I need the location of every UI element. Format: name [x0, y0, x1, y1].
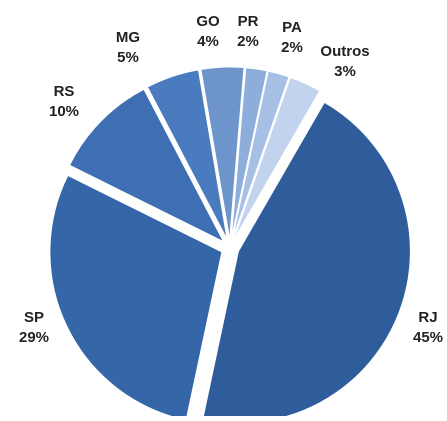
- slice-label: PA: [282, 19, 302, 36]
- pie-slice: [233, 76, 321, 241]
- pie-slice: [200, 66, 245, 240]
- slice-value-label: 29%: [19, 329, 49, 346]
- pie-slice: [49, 174, 223, 421]
- pie-slice: [231, 70, 290, 240]
- slice-value-label: 2%: [281, 39, 303, 56]
- slice-label: PR: [238, 13, 259, 30]
- pie-slice: [68, 88, 225, 243]
- slice-label: MG: [116, 29, 140, 46]
- slice-value-label: 5%: [117, 49, 139, 66]
- slice-value-label: 3%: [334, 63, 356, 80]
- slice-label: GO: [196, 13, 220, 30]
- pie-slice: [146, 69, 228, 240]
- slice-label: RS: [54, 83, 75, 100]
- slice-value-label: 10%: [49, 103, 79, 120]
- slice-label: RJ: [418, 309, 437, 326]
- slice-value-label: 2%: [237, 33, 259, 50]
- slice-value-label: 4%: [197, 33, 219, 50]
- slice-label: SP: [24, 309, 44, 326]
- slice-value-label: 45%: [413, 329, 443, 346]
- slice-label: Outros: [320, 43, 369, 60]
- pie-slice: [230, 67, 268, 240]
